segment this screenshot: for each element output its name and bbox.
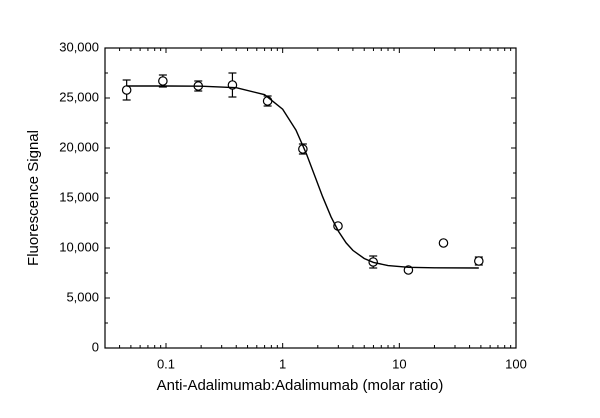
y-tick-label: 30,000 [59, 39, 99, 54]
data-point [262, 96, 273, 106]
y-tick-label: 10,000 [59, 239, 99, 254]
data-point [438, 238, 449, 248]
x-axis-label: Anti-Adalimumab:Adalimumab (molar ratio) [157, 377, 444, 394]
x-tick-label: 10 [392, 356, 406, 371]
y-tick-label: 20,000 [59, 139, 99, 154]
fit-curve [126, 85, 479, 269]
y-tick-label: 0 [92, 339, 99, 354]
y-tick-label: 5,000 [66, 289, 99, 304]
y-axis-label: Fluorescence Signal [25, 130, 42, 266]
x-tick-label: 0.1 [157, 356, 175, 371]
data-point [474, 256, 484, 266]
data-point [121, 85, 132, 95]
y-tick-label: 15,000 [59, 189, 99, 204]
x-tick-label: 1 [279, 356, 286, 371]
x-tick-label: 100 [505, 356, 527, 371]
data-point [158, 76, 168, 86]
plot-frame [104, 47, 517, 349]
y-tick-label: 25,000 [59, 89, 99, 104]
